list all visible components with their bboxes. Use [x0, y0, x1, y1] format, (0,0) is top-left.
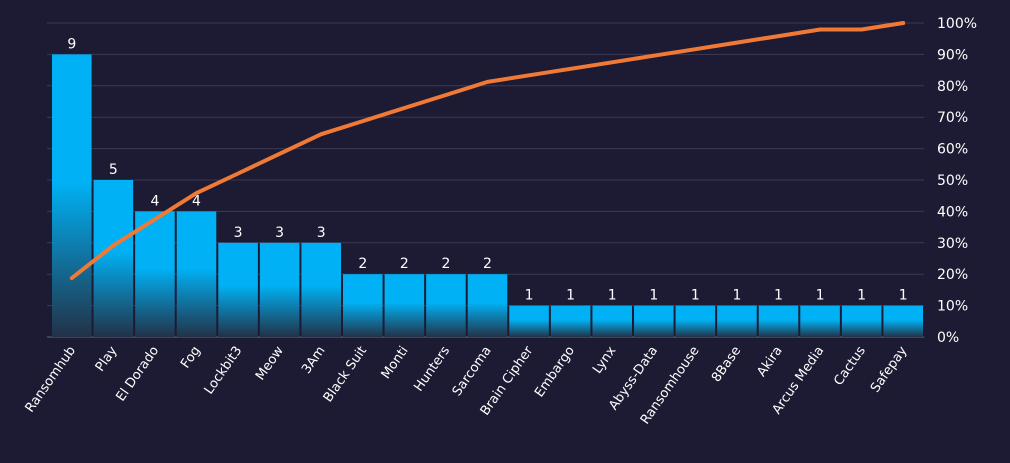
bar — [509, 305, 549, 337]
bar — [717, 305, 757, 337]
x-tick-label: Black Suit — [321, 344, 370, 405]
bar — [426, 274, 466, 337]
x-tick-label: Safepay — [868, 343, 911, 395]
x-tick-label: El Dorado — [114, 344, 163, 405]
y2-tick-label: 90% — [937, 47, 968, 63]
bar — [176, 211, 217, 337]
x-tick-label: 8Base — [709, 344, 744, 385]
y2-tick-label: 70% — [937, 110, 968, 126]
bar — [218, 242, 258, 337]
bar — [592, 305, 632, 337]
right-axis-ticks: 0% 10% 20% 30% 40% 50% 60% 70% 80% 90% 100% — [937, 16, 977, 346]
bar — [550, 305, 591, 337]
value-label: 2 — [441, 256, 450, 272]
bar — [883, 305, 923, 337]
x-tick-label: Meow — [253, 343, 287, 383]
y2-tick-label: 10% — [937, 299, 968, 315]
value-label: 1 — [525, 288, 534, 304]
bar — [634, 305, 674, 337]
y2-tick-label: 50% — [937, 173, 968, 189]
value-label: 4 — [150, 193, 159, 209]
x-tick-label: Embargo — [532, 344, 578, 400]
value-label: 1 — [691, 288, 700, 304]
value-label: 1 — [857, 288, 866, 304]
x-tick-label: Lynx — [590, 343, 619, 376]
y2-tick-label: 40% — [937, 204, 968, 220]
bar — [841, 305, 882, 337]
value-label: 2 — [400, 256, 409, 272]
bar — [675, 305, 716, 337]
x-tick-label: Akira — [754, 344, 785, 380]
value-label: 1 — [732, 288, 741, 304]
bar — [135, 211, 175, 337]
cumulative-line — [69, 21, 906, 281]
value-label: 3 — [234, 225, 243, 241]
value-labels: 9 5 4 4 3 3 3 2 2 2 2 1 1 1 1 1 1 1 1 1 1 — [67, 36, 907, 303]
value-label: 9 — [67, 36, 76, 52]
bar — [384, 274, 425, 337]
value-label: 3 — [275, 225, 284, 241]
value-label: 2 — [358, 256, 367, 272]
bar — [800, 305, 840, 337]
bars — [52, 54, 923, 338]
bar — [52, 54, 92, 338]
y2-tick-label: 30% — [937, 236, 968, 252]
y2-tick-label: 80% — [937, 79, 968, 95]
bar — [343, 274, 383, 337]
x-tick-label: Lockbit3 — [202, 344, 246, 398]
bar — [758, 305, 799, 337]
cumulative-series-line — [69, 21, 906, 281]
value-label: 3 — [317, 225, 326, 241]
x-tick-label: 3Am — [299, 344, 328, 377]
x-tick-label: Play — [93, 343, 121, 374]
value-label: 2 — [483, 256, 492, 272]
x-tick-label: Cactus — [831, 344, 869, 389]
value-label: 1 — [899, 288, 908, 304]
x-tick-label: Monti — [379, 344, 412, 382]
y2-tick-label: 100% — [937, 16, 977, 32]
value-label: 4 — [192, 193, 201, 209]
bar — [259, 242, 300, 337]
x-tick-label: Hunters — [411, 344, 453, 395]
bar — [93, 180, 134, 337]
bar — [301, 242, 341, 337]
value-label: 1 — [816, 288, 825, 304]
y2-tick-label: 60% — [937, 142, 968, 158]
value-label: 1 — [649, 288, 658, 304]
value-label: 1 — [774, 288, 783, 304]
value-label: 1 — [608, 288, 617, 304]
value-label: 5 — [109, 162, 118, 178]
value-label: 1 — [566, 288, 575, 304]
x-tick-label: Sarcoma — [450, 344, 495, 399]
y2-tick-label: 0% — [937, 330, 959, 346]
x-tick-label: Fog — [178, 344, 204, 372]
x-tick-label: Ransomhub — [23, 344, 79, 416]
y2-tick-label: 20% — [937, 267, 968, 283]
bar — [467, 274, 508, 337]
